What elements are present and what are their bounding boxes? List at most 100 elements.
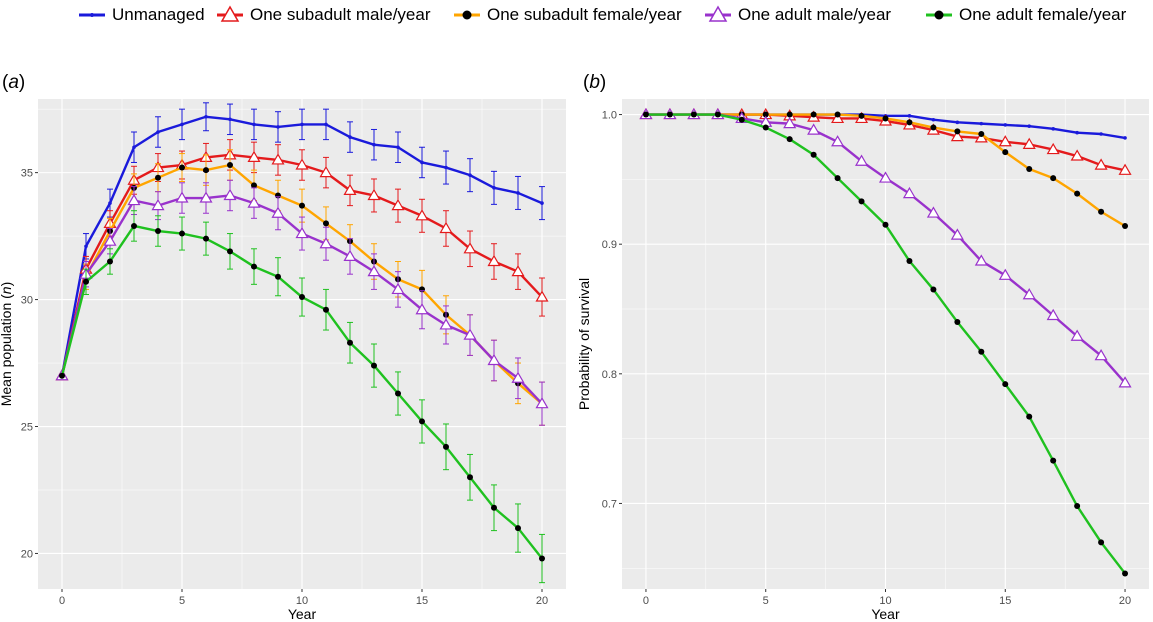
data-point-dot — [83, 278, 89, 285]
data-point-dot — [978, 131, 985, 137]
data-point-triangle — [1094, 348, 1108, 361]
data-point-dot — [1074, 190, 1081, 197]
data-point-dot — [443, 443, 449, 450]
data-point — [444, 165, 448, 170]
y-tick-label: 0.9 — [602, 239, 617, 251]
x-tick-label: 10 — [296, 595, 308, 607]
data-point-triangle — [831, 111, 845, 124]
data-point-triangle — [175, 191, 189, 203]
y-tick-label: 0.7 — [602, 498, 617, 510]
data-point-dot — [203, 235, 209, 242]
data-point-triangle — [391, 198, 405, 211]
legend-item-adult-female: One adult female/year — [925, 3, 1126, 27]
data-point-triangle — [1118, 163, 1132, 175]
data-point-dot — [251, 182, 257, 189]
data-point-triangle — [415, 209, 429, 221]
data-point-triangle — [463, 242, 477, 254]
data-point — [931, 117, 936, 122]
data-point-dot — [930, 286, 937, 293]
data-point-triangle — [391, 282, 405, 295]
data-point — [108, 201, 112, 205]
data-point — [132, 145, 136, 150]
data-point-dot — [978, 348, 985, 355]
data-point — [492, 186, 496, 190]
data-point — [1099, 132, 1103, 136]
panel-a-tag: (a) — [2, 72, 26, 93]
legend-key-dot-icon — [926, 10, 952, 20]
data-point-triangle — [127, 193, 141, 206]
data-point — [276, 125, 280, 129]
data-point-dot — [810, 151, 817, 158]
data-point-dot — [882, 221, 889, 228]
data-point-triangle — [950, 228, 964, 240]
data-point — [204, 114, 208, 119]
data-point-triangle — [1118, 376, 1132, 388]
data-point — [324, 122, 328, 127]
data-point-dot — [1002, 149, 1009, 156]
data-point-dot — [515, 525, 521, 532]
data-point-dot — [858, 198, 865, 205]
data-point-dot — [347, 339, 353, 346]
data-point-triangle — [343, 249, 357, 262]
panel-b: 0 5 10 15 20 0.7 0.8 0.9 1.0 Year Probability of s… — [576, 99, 1149, 622]
data-point-triangle — [807, 123, 821, 135]
data-point-triangle — [998, 135, 1012, 147]
data-point-triangle — [271, 206, 285, 218]
data-point-triangle — [151, 198, 165, 211]
legend-key-dot-icon — [454, 10, 480, 20]
data-point-triangle — [998, 268, 1012, 280]
data-point-dot — [762, 111, 769, 118]
data-point-triangle — [439, 221, 453, 234]
y-axis-title: Mean population (n) — [0, 282, 14, 407]
data-point-triangle — [223, 188, 237, 201]
legend-item-adult-male: One adult male/year — [704, 3, 891, 27]
series-4 — [642, 111, 1129, 577]
data-point-dot — [59, 372, 65, 379]
data-point-dot — [1122, 223, 1129, 230]
data-point — [372, 142, 376, 147]
data-point-dot — [179, 230, 185, 237]
data-point — [540, 201, 544, 205]
x-tick-label: 15 — [999, 595, 1011, 607]
legend-key-triangle-icon — [217, 5, 243, 22]
y-tick-label: 35 — [21, 168, 33, 180]
data-point-dot — [906, 119, 913, 126]
y-tick-label: 25 — [21, 422, 33, 434]
x-tick-label: 10 — [879, 595, 891, 607]
data-point-triangle — [1046, 308, 1060, 321]
data-point — [979, 121, 984, 126]
x-tick-label: 20 — [1119, 595, 1131, 607]
data-point-triangle — [1094, 158, 1108, 170]
data-point-triangle — [535, 290, 549, 302]
x-tick-label: 5 — [763, 595, 769, 607]
legend-label: One subadult male/year — [250, 5, 431, 24]
data-point — [420, 160, 424, 165]
data-point-triangle — [926, 206, 940, 218]
data-point-dot — [539, 555, 545, 562]
data-point-dot — [954, 128, 961, 135]
data-point-triangle — [511, 371, 525, 383]
series-0 — [60, 102, 545, 378]
data-point — [300, 122, 304, 127]
data-point-dot — [906, 258, 913, 265]
data-point-triangle — [902, 186, 916, 199]
data-point-dot — [395, 390, 401, 397]
data-point-triangle — [974, 254, 988, 266]
data-point-dot — [762, 124, 769, 131]
data-point-triangle — [1022, 288, 1036, 300]
data-point — [1123, 136, 1127, 140]
data-point-triangle — [1070, 329, 1084, 341]
data-point-dot — [299, 294, 305, 301]
data-point-triangle — [367, 264, 381, 277]
data-point-dot — [155, 228, 161, 235]
data-point-triangle — [271, 153, 285, 165]
data-point — [1003, 123, 1008, 127]
series-3 — [55, 179, 549, 426]
data-point-dot — [323, 306, 329, 313]
data-point-triangle — [1046, 142, 1060, 155]
data-point-dot — [666, 111, 673, 118]
data-point — [1027, 124, 1032, 129]
data-point-dot — [858, 112, 865, 119]
data-point-triangle — [487, 254, 501, 267]
